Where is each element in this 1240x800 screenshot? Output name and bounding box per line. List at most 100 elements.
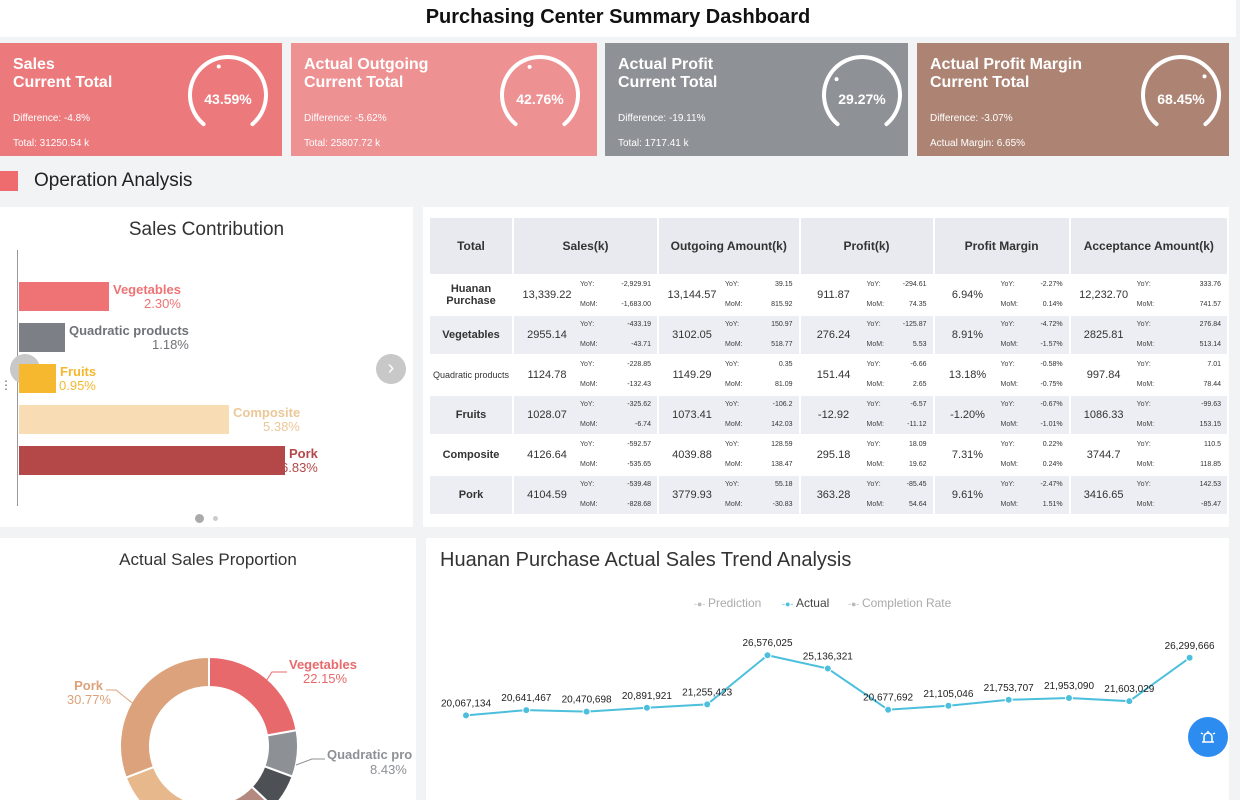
yoy-mom-block: YoY: -294.61 MoM: 74.35 [867, 275, 933, 315]
metric-value: 2955.14 [527, 329, 567, 341]
page-dot-active[interactable] [195, 514, 204, 523]
metric-cell-content: 363.28 YoY: -85.45 MoM: 54.64 [801, 476, 933, 514]
column-header[interactable]: Profit Margin [934, 218, 1071, 276]
contribution-pct: 6.83% [281, 460, 318, 475]
kpi-subtitle: Current Total [618, 74, 718, 91]
mom-line: MoM: 153.15 [1137, 415, 1227, 435]
donut-slice[interactable] [208, 655, 298, 737]
mom-label: MoM: [866, 421, 885, 428]
notification-fab-button[interactable] [1188, 717, 1228, 757]
kpi-card: Actual Outgoing Current Total Difference: … [291, 43, 597, 156]
yoy-label: YoY: [866, 321, 881, 328]
column-header[interactable]: Sales(k) [514, 218, 659, 276]
yoy-mom-block: YoY: -539.48 MoM: -828.68 [580, 475, 657, 515]
mom-label: MoM: [580, 461, 598, 468]
yoy-label: YoY: [1000, 321, 1015, 328]
contribution-bar[interactable] [19, 405, 229, 434]
metric-value: 4039.88 [672, 449, 712, 461]
mom-value: 153.15 [1199, 421, 1221, 428]
metric-cell: 2955.14 YoY: -433.19 MoM: -43.71 [514, 316, 659, 356]
legend-item[interactable]: -●- Completion Rate [848, 596, 951, 610]
metric-value: 1149.29 [672, 369, 712, 381]
sales-contribution-panel: Sales Contribution ‹ › Vegetables2.30%Qu… [0, 207, 413, 527]
metric-cell-content: 7.31% YoY: 0.22% MoM: 0.24% [935, 436, 1069, 474]
yoy-line: YoY: -592.57 [580, 435, 657, 455]
metric-cell-content: 12,232.70 YoY: 333.76 MoM: 741.57 [1071, 276, 1227, 314]
yoy-value: -106.2 [772, 401, 793, 408]
column-header[interactable]: Outgoing Amount(k) [658, 218, 801, 276]
sales-proportion-panel: Actual Sales Proportion Vegetables 22.15%… [0, 538, 416, 800]
section-marker [0, 171, 18, 191]
mom-line: MoM: -1.57% [1001, 335, 1069, 355]
mom-label: MoM: [724, 341, 743, 348]
page-title: Purchasing Center Summary Dashboard [425, 6, 811, 28]
mom-line: MoM: 513.14 [1137, 335, 1227, 355]
page-dot[interactable] [213, 516, 218, 521]
yoy-mom-block: YoY: 142.53 MoM: -85.47 [1137, 475, 1227, 515]
yoy-value: -433.19 [627, 321, 651, 328]
mom-label: MoM: [866, 501, 885, 508]
kpi-total: Total: 25807.72 k [304, 138, 381, 149]
gauge-arc [500, 55, 580, 127]
mom-label: MoM: [866, 461, 885, 468]
mom-line: MoM: 142.03 [725, 415, 799, 435]
legend-item[interactable]: -●- Actual [782, 596, 829, 610]
mom-label: MoM: [1136, 501, 1155, 508]
column-header[interactable]: Acceptance Amount(k) [1070, 218, 1229, 276]
metric-value: 3779.93 [672, 489, 712, 501]
metric-value: -12.92 [817, 409, 850, 421]
mom-value: 81.09 [774, 381, 793, 388]
mom-value: -11.12 [907, 421, 927, 428]
column-header[interactable]: Total [430, 218, 514, 276]
contribution-bar[interactable] [19, 323, 65, 352]
mom-line: MoM: 518.77 [725, 335, 799, 355]
contribution-bar[interactable] [19, 364, 56, 393]
metric-value: -1.20% [950, 409, 985, 421]
yoy-label: YoY: [580, 321, 595, 328]
donut-slice[interactable] [119, 655, 210, 779]
yoy-label: YoY: [580, 441, 595, 448]
legend-label: Completion Rate [861, 596, 952, 610]
row-name: Composite [430, 436, 514, 476]
metric-cell-content: 4104.59 YoY: -539.48 MoM: -828.68 [514, 476, 657, 514]
kpi-title: Actual Profit Margin [930, 56, 1083, 73]
mom-line: MoM: -6.74 [580, 415, 657, 435]
row-name: Quadratic products [430, 356, 514, 396]
mom-value: 815.92 [771, 301, 793, 308]
yoy-value: 0.22% [1042, 441, 1063, 448]
yoy-line: YoY: -85.45 [867, 475, 933, 495]
yoy-line: YoY: -433.19 [580, 315, 657, 335]
metric-value: 1086.33 [1083, 409, 1124, 421]
metric-cell: 1124.78 YoY: -228.85 MoM: -132.43 [514, 356, 659, 396]
next-arrow-button[interactable]: › [376, 354, 406, 384]
mom-label: MoM: [724, 461, 743, 468]
contribution-bar[interactable] [19, 446, 285, 475]
metric-cell-content: 3102.05 YoY: 150.97 MoM: 518.77 [659, 316, 799, 354]
yoy-mom-block: YoY: -4.72% MoM: -1.57% [1001, 315, 1069, 355]
yoy-mom-block: YoY: 18.09 MoM: 19.62 [867, 435, 933, 475]
yoy-mom-block: YoY: -0.58% MoM: -0.75% [1001, 355, 1069, 395]
yoy-mom-block: YoY: 39.15 MoM: 815.92 [725, 275, 799, 315]
yoy-line: YoY: -325.62 [580, 395, 657, 415]
yoy-line: YoY: -2,929.91 [580, 275, 657, 295]
metric-value: 4126.64 [527, 449, 567, 461]
metric-cell: 4104.59 YoY: -539.48 MoM: -828.68 [514, 476, 659, 516]
column-header[interactable]: Profit(k) [800, 218, 935, 276]
metric-cell: 3102.05 YoY: 150.97 MoM: 518.77 [658, 316, 801, 356]
gauge-arc [1141, 55, 1221, 127]
mom-value: -0.75% [1040, 381, 1063, 388]
table-row: Pork 4104.59 YoY: -539.48 MoM: -828.68 3779.93… [430, 476, 1229, 516]
metric-cell-content: 1124.78 YoY: -228.85 MoM: -132.43 [514, 356, 657, 394]
metric-cell-content: 9.61% YoY: -2.47% MoM: 1.51% [935, 476, 1069, 514]
legend-item[interactable]: -●- Prediction [694, 596, 761, 610]
yoy-line: YoY: 142.53 [1137, 475, 1227, 495]
metric-cell: 1028.07 YoY: -325.62 MoM: -6.74 [514, 396, 659, 436]
contribution-bar[interactable] [19, 282, 109, 311]
drag-handle-icon[interactable]: ⋮ [0, 378, 12, 392]
donut-slice[interactable] [223, 785, 273, 800]
yoy-line: YoY: 110.5 [1137, 435, 1227, 455]
metric-cell: 7.31% YoY: 0.22% MoM: 0.24% [934, 436, 1071, 476]
yoy-mom-block: YoY: -2.27% MoM: 0.14% [1001, 275, 1069, 315]
yoy-value: 7.01 [1207, 361, 1221, 368]
metric-cell: 3744.7 YoY: 110.5 MoM: 118.85 [1070, 435, 1229, 476]
